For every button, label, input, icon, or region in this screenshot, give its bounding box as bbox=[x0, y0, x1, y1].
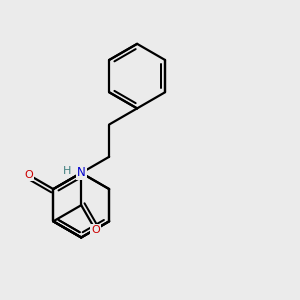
Text: O: O bbox=[91, 225, 100, 235]
Text: O: O bbox=[77, 168, 85, 178]
Text: H: H bbox=[63, 166, 71, 176]
Text: N: N bbox=[77, 167, 85, 179]
Text: O: O bbox=[24, 170, 33, 180]
